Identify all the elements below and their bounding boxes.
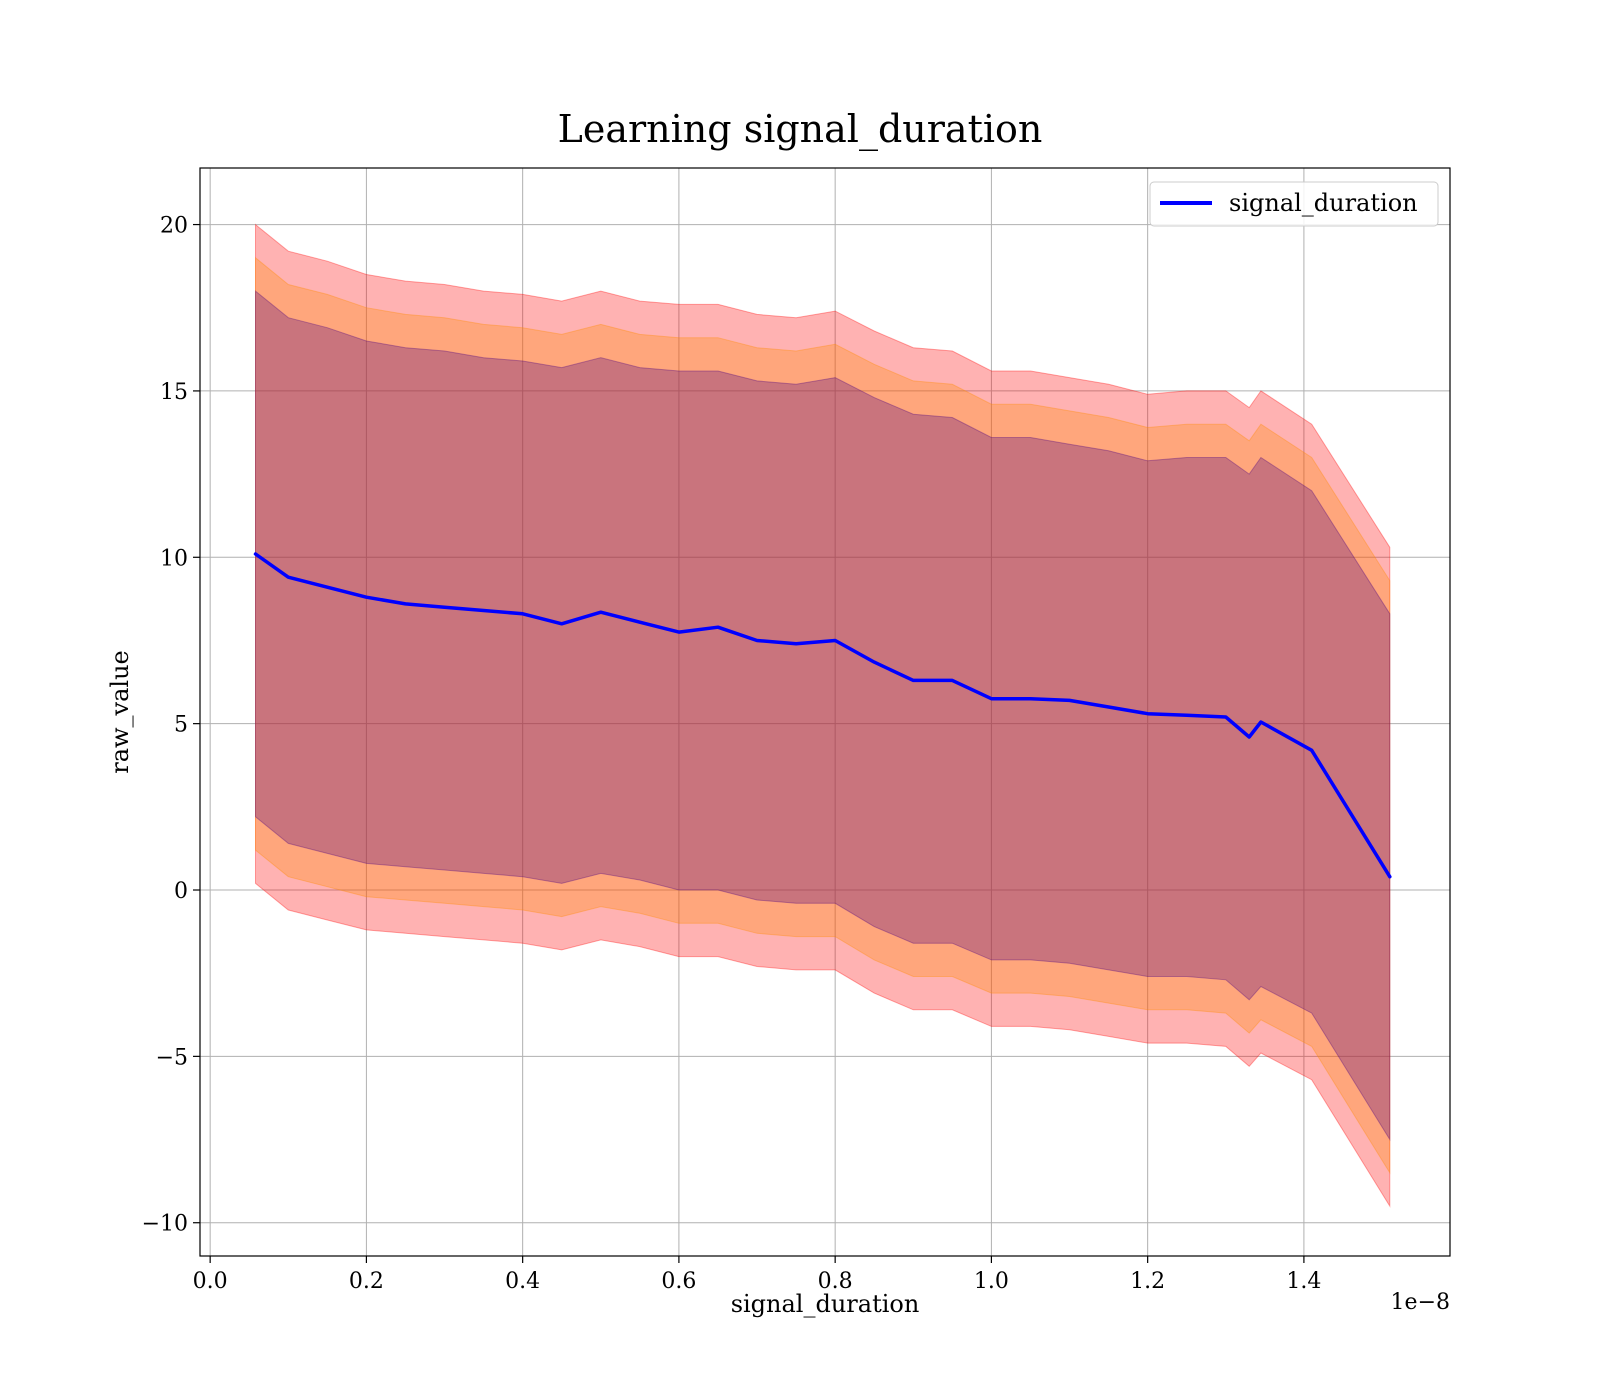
confidence-bands [255, 223, 1391, 1208]
x-axis-ticks: 0.0 0.2 0.4 0.6 0.8 1.0 1.2 1.4 [193, 1256, 1321, 1294]
plot-frame [199, 167, 1451, 1257]
series-line [253, 552, 1392, 879]
y-tick-label: 0 [174, 879, 188, 904]
y-axis-ticks: −10 −5 0 5 10 15 20 [142, 214, 200, 1237]
y-tick-label: 5 [174, 713, 188, 738]
legend-box [1149, 181, 1439, 227]
x-tick-label: 0.2 [349, 1269, 384, 1294]
x-tick-label: 0.8 [818, 1269, 853, 1294]
x-tick-label: 0.4 [505, 1269, 540, 1294]
x-tick-label: 1.4 [1286, 1269, 1321, 1294]
x-tick-label: 1.0 [974, 1269, 1009, 1294]
x-axis-offset-label: 1e−8 [1391, 1290, 1450, 1315]
y-tick-label: 15 [160, 380, 188, 405]
plot-area [200, 168, 1450, 1256]
x-axis-label: signal_duration [731, 1290, 920, 1318]
x-tick-label: 1.2 [1130, 1269, 1165, 1294]
y-axis-label: raw_value [106, 650, 134, 774]
x-tick-label: 0.0 [193, 1269, 228, 1294]
legend: signal_duration [1149, 181, 1439, 227]
y-tick-label: 10 [160, 546, 188, 571]
x-tick-label: 0.6 [661, 1269, 696, 1294]
legend-label: signal_duration [1229, 189, 1418, 217]
y-tick-label: −10 [142, 1212, 188, 1237]
confidence-band [255, 256, 1391, 1175]
chart-title: Learning signal_duration [558, 107, 1043, 152]
series-lines [253, 552, 1392, 879]
confidence-band [255, 290, 1391, 1142]
y-tick-label: −5 [156, 1045, 188, 1070]
y-tick-label: 20 [160, 214, 188, 239]
confidence-band [255, 223, 1391, 1208]
